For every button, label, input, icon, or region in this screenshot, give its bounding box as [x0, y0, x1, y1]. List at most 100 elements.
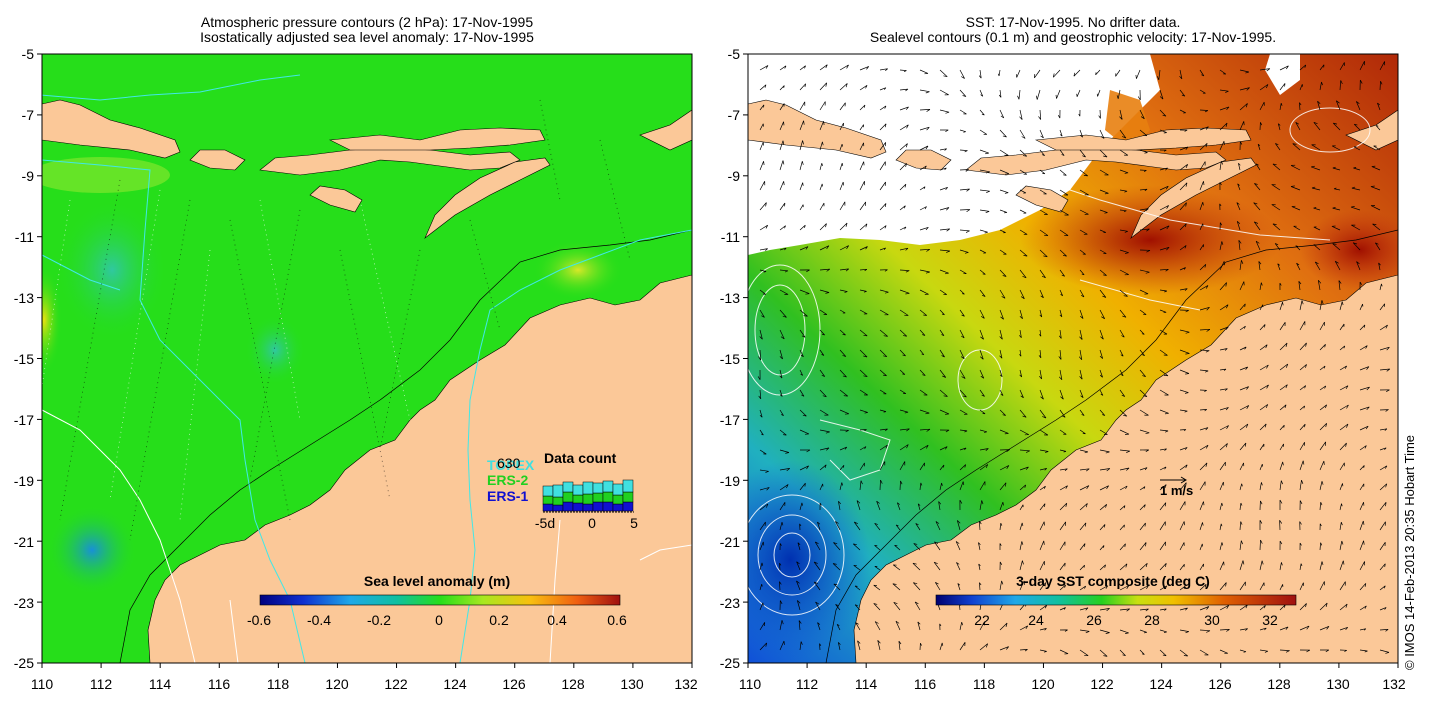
velocity-arrow: [1279, 384, 1288, 391]
velocity-arrow: [879, 203, 887, 211]
velocity-arrow: [1039, 249, 1048, 258]
velocity-arrow: [1039, 429, 1049, 436]
velocity-arrow: [1339, 581, 1346, 591]
velocity-arrow: [1319, 365, 1326, 371]
velocity-arrow: [1277, 263, 1281, 271]
velocity-arrow: [1199, 649, 1209, 656]
velocity-arrow: [1019, 269, 1027, 279]
velocity-arrow: [1095, 69, 1101, 76]
velocity-arrow: [1019, 560, 1024, 571]
velocity-arrow: [919, 389, 928, 396]
velocity-arrow: [1239, 69, 1250, 74]
velocity-arrow: [939, 369, 947, 378]
velocity-arrow: [1335, 100, 1341, 111]
velocity-arrow: [999, 449, 1010, 452]
velocity-arrow: [1099, 289, 1107, 298]
velocity-arrow: [1019, 429, 1029, 436]
velocity-arrow: [873, 603, 881, 611]
right-lat-label: -11: [720, 229, 740, 245]
velocity-arrow: [1159, 149, 1167, 152]
velocity-arrow: [1159, 608, 1167, 611]
velocity-arrow: [1339, 540, 1344, 551]
velocity-arrow: [859, 309, 868, 315]
velocity-arrow: [1096, 89, 1101, 97]
velocity-arrow: [1179, 267, 1186, 271]
velocity-arrow: [939, 309, 945, 316]
velocity-arrow: [959, 89, 967, 97]
velocity-arrow: [979, 481, 986, 491]
velocity-arrow: [779, 522, 784, 531]
right-lat-label: -5: [727, 46, 740, 62]
velocity-arrow: [1019, 504, 1024, 511]
velocity-arrow: [1139, 249, 1151, 253]
velocity-arrow: [1059, 629, 1068, 632]
velocity-arrow: [859, 429, 867, 432]
velocity-arrow: [779, 369, 783, 379]
velocity-arrow: [899, 409, 909, 414]
left-lon-label: 132: [674, 676, 698, 692]
velocity-arrow: [879, 123, 887, 131]
velocity-arrow: [1219, 106, 1230, 111]
left-timor: [424, 157, 551, 239]
velocity-arrow: [1179, 542, 1185, 551]
velocity-arrow: [855, 622, 861, 631]
velocity-arrow: [1359, 583, 1367, 591]
velocity-arrow: [959, 499, 963, 511]
velocity-arrow: [959, 447, 967, 451]
velocity-arrow: [1099, 189, 1109, 195]
velocity-arrow: [1139, 289, 1149, 295]
velocity-arrow: [939, 109, 950, 114]
velocity-arrow: [759, 202, 767, 211]
data-count-bars: [542, 479, 634, 512]
velocity-arrow: [1039, 149, 1045, 157]
velocity-arrow: [1059, 269, 1065, 277]
velocity-arrow: [1079, 485, 1090, 491]
right-sealevel-contours: [748, 107, 1371, 616]
velocity-arrow: [1119, 629, 1129, 634]
velocity-arrow: [779, 600, 783, 611]
velocity-arrow: [1079, 629, 1090, 634]
velocity-arrow: [819, 289, 830, 294]
left-lat-label: -11: [14, 229, 34, 245]
velocity-arrow: [1179, 629, 1190, 634]
left-lon-label: 114: [148, 676, 172, 692]
velocity-arrow: [1017, 89, 1021, 100]
velocity-arrow: [799, 140, 804, 151]
velocity-arrow: [1039, 649, 1047, 653]
velocity-arrow: [1039, 604, 1048, 611]
velocity-arrow: [939, 482, 943, 491]
velocity-arrow: [1331, 225, 1341, 231]
velocity-arrow: [1058, 369, 1063, 381]
velocity-arrow: [833, 542, 841, 551]
velocity-arrow: [819, 349, 825, 356]
velocity-arrow: [1239, 649, 1247, 653]
velocity-arrow: [1259, 582, 1265, 591]
velocity-arrow: [1279, 562, 1283, 571]
velocity-arrow: [1019, 369, 1023, 378]
velocity-arrow: [879, 329, 888, 337]
velocity-arrow: [879, 409, 887, 413]
velocity-arrow: [899, 444, 909, 451]
velocity-arrow: [819, 389, 827, 398]
velocity-arrow: [799, 224, 806, 231]
velocity-arrow: [919, 248, 930, 252]
velocity-arrow: [1159, 409, 1169, 415]
velocity-arrow: [912, 562, 921, 571]
velocity-arrow: [859, 462, 865, 471]
velocity-arrow: [1059, 309, 1063, 318]
left-colorbar-tick: -0.6: [246, 612, 272, 628]
velocity-arrow: [879, 309, 889, 316]
velocity-arrow: [1271, 204, 1281, 211]
velocity-arrow: [1079, 503, 1088, 511]
velocity-arrow: [1359, 386, 1370, 391]
left-colorbar-tick: 0: [435, 612, 443, 628]
velocity-arrow: [1339, 80, 1343, 91]
velocity-arrow: [1039, 189, 1047, 195]
velocity-arrow: [919, 462, 925, 471]
legend-topex: TOPEX: [487, 457, 535, 473]
velocity-arrow: [1319, 64, 1325, 71]
velocity-arrow: [1372, 223, 1381, 231]
velocity-arrow: [779, 502, 786, 511]
velocity-arrow: [959, 429, 968, 433]
velocity-arrow: [1339, 603, 1348, 611]
